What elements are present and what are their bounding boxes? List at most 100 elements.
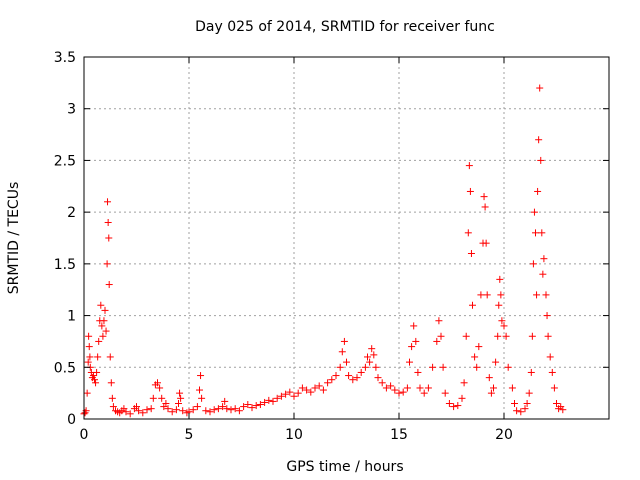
data-point bbox=[469, 301, 476, 309]
data-point bbox=[108, 394, 116, 402]
data-point bbox=[395, 389, 403, 397]
data-point bbox=[441, 389, 449, 397]
data-point bbox=[104, 198, 112, 206]
data-point bbox=[378, 379, 386, 387]
data-point bbox=[105, 234, 113, 242]
data-point bbox=[210, 406, 218, 414]
data-point bbox=[265, 396, 273, 404]
data-point bbox=[465, 162, 473, 170]
data-point bbox=[179, 407, 187, 415]
data-point bbox=[445, 399, 453, 407]
data-point bbox=[197, 372, 205, 380]
data-point bbox=[336, 363, 344, 371]
x-tick-label: 15 bbox=[390, 427, 408, 443]
data-point bbox=[537, 156, 545, 164]
grid-lines bbox=[84, 57, 609, 419]
data-point bbox=[485, 374, 493, 382]
data-point bbox=[433, 337, 441, 345]
data-point bbox=[256, 401, 264, 409]
data-point bbox=[528, 332, 536, 340]
data-point bbox=[475, 343, 483, 351]
data-point bbox=[391, 386, 399, 394]
data-point bbox=[198, 394, 206, 402]
data-point bbox=[382, 384, 390, 392]
data-point bbox=[298, 384, 306, 392]
data-points bbox=[80, 84, 567, 418]
data-point bbox=[86, 353, 94, 361]
chart-title: Day 025 of 2014, SRMTID for receiver fun… bbox=[195, 19, 495, 35]
data-point bbox=[480, 193, 488, 201]
data-point bbox=[85, 332, 93, 340]
data-point bbox=[177, 394, 185, 402]
plot-frame bbox=[83, 56, 610, 420]
data-point bbox=[196, 386, 203, 394]
data-point bbox=[126, 410, 134, 418]
data-point bbox=[240, 403, 248, 411]
data-point bbox=[494, 332, 502, 340]
data-point bbox=[106, 353, 114, 361]
data-point bbox=[420, 389, 428, 397]
data-point bbox=[227, 406, 235, 414]
data-point bbox=[370, 351, 378, 359]
data-point bbox=[538, 229, 546, 237]
data-point bbox=[543, 312, 551, 320]
data-point bbox=[104, 218, 112, 226]
data-point bbox=[311, 384, 319, 392]
data-point bbox=[550, 384, 558, 392]
y-tick-label: 1 bbox=[67, 309, 76, 325]
data-point bbox=[399, 388, 407, 396]
data-point bbox=[458, 394, 466, 402]
data-point bbox=[107, 379, 115, 387]
data-point bbox=[410, 322, 418, 330]
data-point bbox=[412, 337, 420, 345]
data-point bbox=[307, 388, 315, 396]
data-point bbox=[517, 408, 525, 416]
data-point bbox=[158, 394, 166, 402]
data-point bbox=[364, 353, 371, 361]
data-point bbox=[94, 353, 102, 361]
data-point bbox=[91, 376, 98, 384]
x-axis-label: GPS time / hours bbox=[286, 459, 403, 475]
data-point bbox=[527, 368, 535, 376]
data-point bbox=[535, 136, 543, 144]
data-point bbox=[135, 407, 143, 415]
y-tick-label: 3 bbox=[67, 102, 76, 118]
x-tick-label: 20 bbox=[495, 427, 513, 443]
data-point bbox=[92, 379, 100, 387]
data-point bbox=[540, 255, 548, 263]
data-point bbox=[93, 368, 101, 376]
data-point bbox=[343, 358, 350, 366]
data-point bbox=[504, 363, 512, 371]
data-point bbox=[495, 301, 503, 309]
data-point bbox=[477, 291, 485, 299]
x-axis-ticks: 0 5 10 15 20 bbox=[80, 57, 513, 443]
y-tick-label: 2 bbox=[67, 205, 76, 221]
data-point bbox=[332, 372, 340, 380]
data-point bbox=[101, 306, 109, 314]
data-point bbox=[95, 337, 103, 345]
data-point bbox=[168, 408, 176, 416]
data-point bbox=[206, 408, 214, 416]
y-tick-label: 3.5 bbox=[54, 50, 76, 66]
data-point bbox=[273, 394, 281, 402]
data-point bbox=[223, 405, 231, 413]
data-point bbox=[414, 368, 422, 376]
data-point bbox=[466, 187, 474, 195]
data-point bbox=[147, 405, 155, 413]
y-axis-ticks: 0 0.5 1 1.5 2 2.5 3 3.5 bbox=[54, 50, 609, 428]
data-point bbox=[154, 379, 161, 387]
data-point bbox=[109, 403, 117, 411]
data-point bbox=[502, 332, 510, 340]
y-axis-label: SRMTID / TECUs bbox=[6, 182, 22, 295]
data-point bbox=[244, 401, 252, 409]
data-point bbox=[105, 281, 113, 289]
data-point bbox=[361, 363, 369, 371]
data-point bbox=[319, 386, 327, 394]
data-point bbox=[508, 384, 516, 392]
data-point bbox=[193, 403, 201, 411]
data-point bbox=[439, 363, 447, 371]
data-point bbox=[89, 372, 97, 380]
data-point bbox=[143, 406, 151, 414]
data-point bbox=[490, 384, 497, 392]
